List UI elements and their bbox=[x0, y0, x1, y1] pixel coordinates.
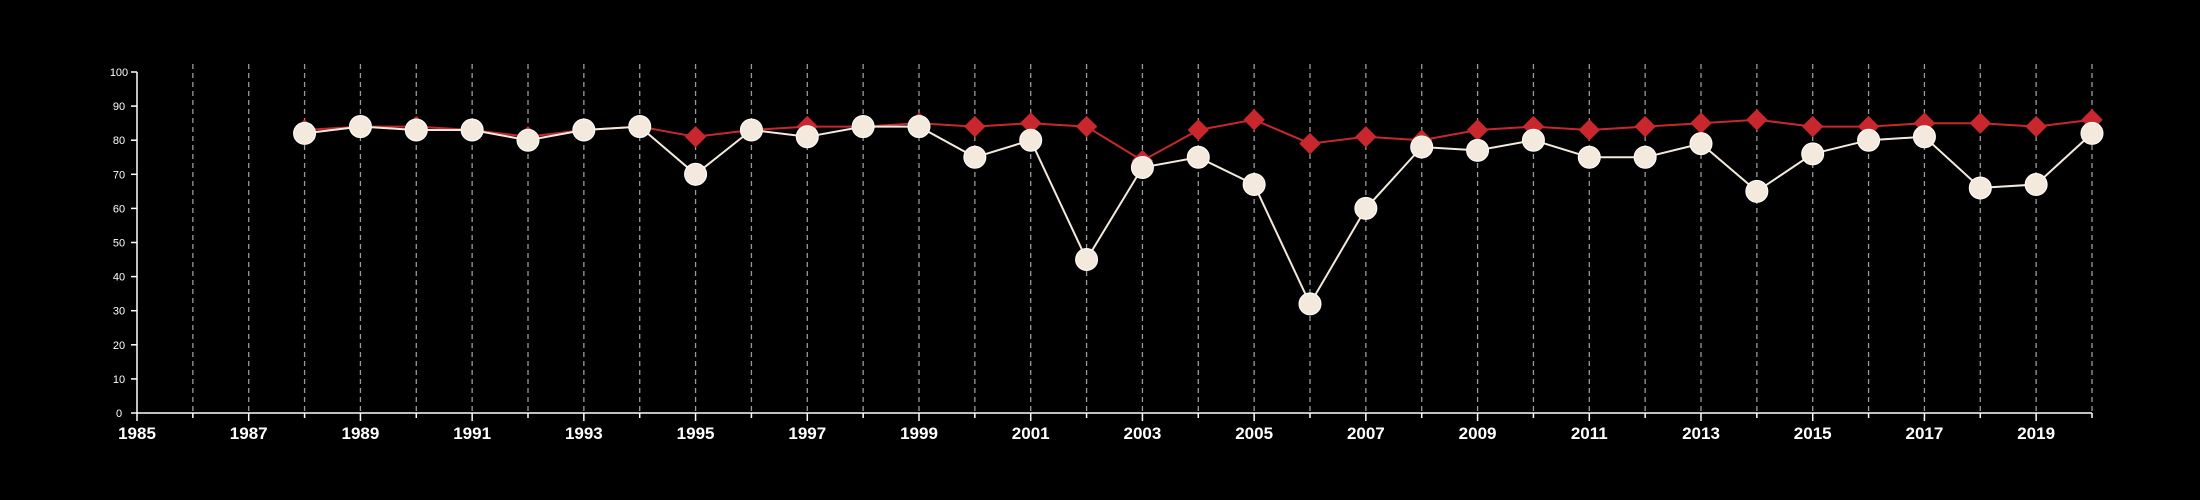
data-point-circle bbox=[851, 115, 875, 139]
data-point-circle bbox=[795, 125, 819, 149]
data-point-diamond bbox=[1690, 112, 1712, 134]
data-point-circle bbox=[1745, 179, 1769, 203]
y-tick-label: 20 bbox=[113, 340, 125, 352]
data-point-circle bbox=[1968, 176, 1992, 200]
axis-layer bbox=[131, 71, 2093, 421]
x-tick-label: 1989 bbox=[342, 424, 380, 443]
data-point-diamond bbox=[1466, 119, 1489, 141]
data-point-circle bbox=[1857, 128, 1881, 152]
x-tick-label: 1985 bbox=[118, 424, 156, 443]
data-point-diamond bbox=[964, 115, 986, 138]
y-tick-label: 10 bbox=[113, 374, 125, 386]
x-tick-label: 1995 bbox=[677, 424, 715, 443]
data-point-circle bbox=[1689, 132, 1713, 156]
data-point-circle bbox=[1912, 125, 1936, 149]
data-point-circle bbox=[1186, 145, 1210, 169]
data-point-circle bbox=[1577, 145, 1601, 169]
data-point-circle bbox=[684, 162, 708, 186]
y-tick-label: 40 bbox=[113, 272, 125, 284]
data-point-diamond bbox=[1746, 109, 1768, 131]
y-tick-label: 0 bbox=[116, 408, 122, 420]
data-point-diamond bbox=[684, 126, 707, 148]
data-point-circle bbox=[1633, 145, 1657, 169]
data-point-diamond bbox=[1969, 112, 1991, 134]
x-tick-label: 2007 bbox=[1347, 424, 1385, 443]
data-point-circle bbox=[572, 118, 596, 142]
y-tick-label: 30 bbox=[113, 306, 125, 318]
label-layer: 0 10 20 30 40 50 60 70 80 90 100 1985 1987 1989 1991 19… bbox=[110, 67, 2055, 443]
data-point-circle bbox=[1130, 155, 1154, 179]
data-point-circle bbox=[1521, 128, 1545, 152]
data-point-circle bbox=[2024, 173, 2048, 197]
y-tick-label: 100 bbox=[110, 67, 128, 79]
x-tick-label: 1993 bbox=[565, 424, 603, 443]
x-tick-label: 2009 bbox=[1459, 424, 1497, 443]
data-point-diamond bbox=[1634, 115, 1656, 138]
x-tick-label: 2015 bbox=[1794, 424, 1832, 443]
data-point-circle bbox=[1242, 173, 1266, 197]
data-point-circle bbox=[628, 115, 652, 139]
data-point-circle bbox=[1298, 292, 1322, 316]
data-point-circle bbox=[516, 128, 540, 152]
y-tick-label: 50 bbox=[113, 238, 125, 250]
series-circle bbox=[293, 115, 2104, 316]
data-point-circle bbox=[2080, 121, 2104, 145]
data-point-circle bbox=[348, 115, 372, 139]
y-tick-label: 90 bbox=[113, 101, 125, 113]
data-point-circle bbox=[907, 115, 931, 139]
x-tick-label: 2001 bbox=[1012, 424, 1050, 443]
series-layer bbox=[293, 109, 2104, 316]
grid-layer bbox=[192, 64, 2093, 413]
data-point-circle bbox=[1019, 128, 1043, 152]
x-tick-label: 1987 bbox=[230, 424, 268, 443]
x-tick-label: 1997 bbox=[788, 424, 826, 443]
y-tick-label: 60 bbox=[113, 203, 125, 215]
data-point-circle bbox=[1354, 196, 1378, 220]
data-point-diamond bbox=[2025, 115, 2047, 138]
x-tick-label: 1991 bbox=[453, 424, 491, 443]
data-point-circle bbox=[1801, 142, 1825, 166]
data-point-circle bbox=[739, 118, 763, 142]
data-point-circle bbox=[404, 118, 428, 142]
data-point-diamond bbox=[1802, 115, 1824, 138]
data-point-circle bbox=[1075, 248, 1099, 272]
x-tick-label: 2011 bbox=[1571, 424, 1608, 443]
data-point-circle bbox=[963, 145, 987, 169]
data-point-circle bbox=[1466, 138, 1490, 162]
x-tick-label: 2003 bbox=[1124, 424, 1162, 443]
data-point-diamond bbox=[1355, 126, 1377, 148]
data-point-diamond bbox=[1187, 119, 1209, 141]
x-tick-label: 2005 bbox=[1235, 424, 1273, 443]
data-point-diamond bbox=[1243, 109, 1265, 131]
data-point-diamond bbox=[1578, 119, 1600, 141]
x-tick-label: 2019 bbox=[2017, 424, 2055, 443]
data-point-circle bbox=[460, 118, 484, 142]
data-point-circle bbox=[293, 121, 317, 145]
x-tick-label: 1999 bbox=[900, 424, 938, 443]
data-point-diamond bbox=[1075, 115, 1098, 138]
x-tick-label: 2013 bbox=[1682, 424, 1720, 443]
data-point-circle bbox=[1410, 135, 1434, 159]
y-tick-label: 70 bbox=[113, 169, 125, 181]
x-tick-label: 2017 bbox=[1906, 424, 1944, 443]
data-point-diamond bbox=[1299, 132, 1321, 155]
y-tick-label: 80 bbox=[113, 135, 125, 147]
